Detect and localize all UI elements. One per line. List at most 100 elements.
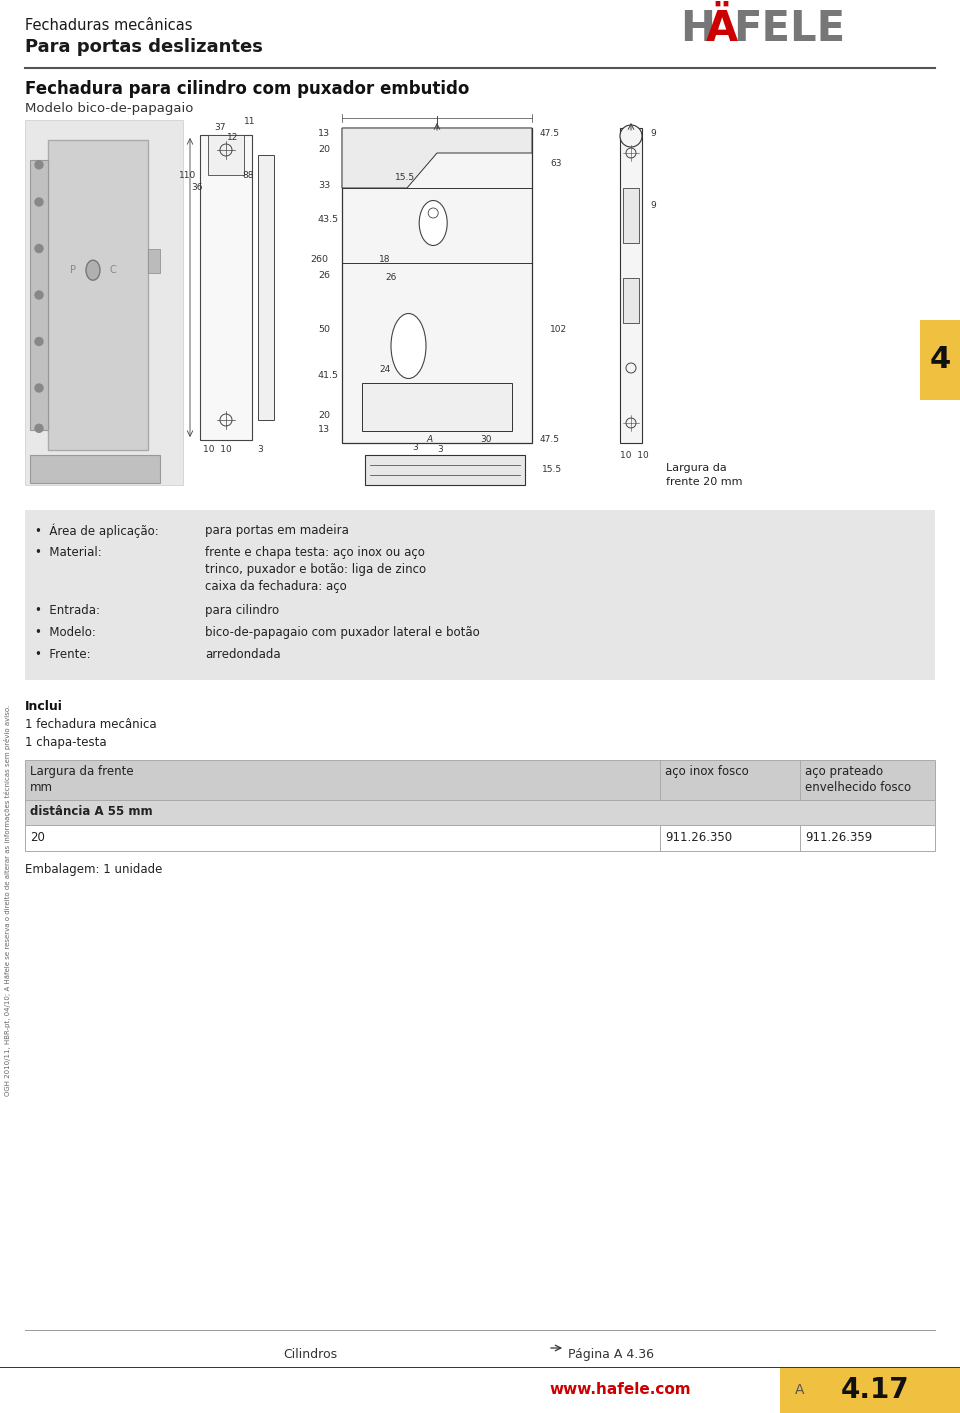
- Text: 26: 26: [385, 274, 396, 283]
- Text: 33: 33: [318, 181, 330, 189]
- Bar: [342, 129, 532, 444]
- Text: 911.26.359: 911.26.359: [805, 831, 873, 844]
- Text: Largura da frente
mm: Largura da frente mm: [30, 764, 133, 794]
- Text: FELE: FELE: [733, 8, 845, 49]
- Text: 24: 24: [379, 366, 391, 374]
- Ellipse shape: [391, 314, 426, 379]
- Text: 30: 30: [480, 435, 492, 445]
- Bar: [25, 760, 935, 800]
- Text: 4: 4: [929, 346, 950, 374]
- Text: aço inox fosco: aço inox fosco: [665, 764, 749, 779]
- Text: Embalagem: 1 unidade: Embalagem: 1 unidade: [25, 863, 162, 876]
- Text: Inclui: Inclui: [25, 699, 62, 714]
- Text: •  Área de aplicação:: • Área de aplicação:: [35, 524, 158, 538]
- Bar: [30, 160, 48, 430]
- Text: 13: 13: [318, 129, 330, 137]
- Text: aço prateado
envelhecido fosco: aço prateado envelhecido fosco: [805, 764, 911, 794]
- Circle shape: [35, 338, 43, 346]
- Text: 18: 18: [379, 256, 391, 264]
- Bar: [48, 140, 148, 449]
- Text: distância A 55 mm: distância A 55 mm: [30, 805, 153, 818]
- Text: frente e chapa testa: aço inox ou aço: frente e chapa testa: aço inox ou aço: [205, 545, 425, 560]
- Circle shape: [35, 198, 43, 206]
- Text: 3: 3: [257, 445, 263, 455]
- Text: H: H: [680, 8, 715, 49]
- Ellipse shape: [620, 124, 642, 147]
- Text: bico-de-papagaio com puxador lateral e botão: bico-de-papagaio com puxador lateral e b…: [205, 626, 480, 639]
- Bar: [920, 319, 960, 400]
- Text: www.hafele.com: www.hafele.com: [549, 1382, 691, 1397]
- Circle shape: [428, 208, 438, 218]
- Text: 43.5: 43.5: [318, 216, 339, 225]
- Text: 15.5: 15.5: [395, 174, 415, 182]
- Text: •  Material:: • Material:: [35, 545, 102, 560]
- Text: 20: 20: [318, 411, 330, 420]
- Text: caixa da fechadura: aço: caixa da fechadura: aço: [205, 579, 347, 593]
- Bar: [623, 188, 639, 243]
- Text: para cilindro: para cilindro: [205, 603, 279, 617]
- Bar: [25, 510, 935, 680]
- Bar: [25, 825, 935, 851]
- Text: 13: 13: [318, 425, 330, 435]
- Text: 41.5: 41.5: [318, 370, 339, 380]
- Text: 12: 12: [228, 133, 239, 141]
- Circle shape: [35, 424, 43, 432]
- Text: 47.5: 47.5: [540, 129, 560, 137]
- Bar: [362, 383, 512, 431]
- Bar: [25, 800, 935, 825]
- Text: Ä: Ä: [706, 8, 738, 49]
- Bar: [148, 249, 160, 273]
- Text: •  Entrada:: • Entrada:: [35, 603, 100, 617]
- Text: 47.5: 47.5: [540, 435, 560, 445]
- Polygon shape: [342, 129, 532, 188]
- Bar: [258, 155, 274, 420]
- Bar: [365, 455, 525, 485]
- Text: 911.26.350: 911.26.350: [665, 831, 732, 844]
- Text: 88: 88: [242, 171, 253, 179]
- Text: OGH 2010/11, HBR-pt, 04/10; A Häfele se reserva o direito de alterar as informaç: OGH 2010/11, HBR-pt, 04/10; A Häfele se …: [5, 704, 12, 1095]
- Text: para portas em madeira: para portas em madeira: [205, 524, 348, 537]
- Text: 110: 110: [180, 171, 197, 179]
- Text: 3: 3: [437, 445, 443, 455]
- Ellipse shape: [86, 260, 100, 280]
- Text: Fechadura para cilindro com puxador embutido: Fechadura para cilindro com puxador embu…: [25, 81, 469, 97]
- Bar: [200, 136, 252, 439]
- Bar: [0, 1368, 780, 1413]
- Text: 9: 9: [650, 201, 656, 209]
- Text: Cilindros: Cilindros: [283, 1348, 337, 1361]
- Text: Página A 4.36: Página A 4.36: [568, 1348, 654, 1361]
- Bar: [780, 1368, 960, 1413]
- Text: arredondada: arredondada: [205, 649, 280, 661]
- Circle shape: [35, 161, 43, 168]
- Text: 11: 11: [244, 117, 255, 127]
- Text: Modelo bico-de-papagaio: Modelo bico-de-papagaio: [25, 102, 193, 114]
- Bar: [208, 136, 244, 175]
- Bar: [620, 129, 642, 444]
- Text: 102: 102: [550, 325, 567, 335]
- Text: 260: 260: [310, 256, 328, 264]
- Text: 10  10: 10 10: [203, 445, 231, 455]
- Ellipse shape: [420, 201, 447, 246]
- Text: C: C: [109, 266, 116, 276]
- Text: 3: 3: [412, 442, 418, 452]
- Text: 10  10: 10 10: [619, 451, 648, 459]
- Text: 37: 37: [214, 123, 226, 131]
- Text: 36: 36: [191, 182, 203, 192]
- Bar: [623, 278, 639, 324]
- Text: 20: 20: [30, 831, 45, 844]
- Text: A: A: [427, 435, 433, 445]
- Text: 50: 50: [318, 325, 330, 335]
- Text: 9: 9: [650, 129, 656, 137]
- Text: P: P: [70, 266, 76, 276]
- Bar: [30, 455, 160, 483]
- Text: trinco, puxador e botão: liga de zinco: trinco, puxador e botão: liga de zinco: [205, 562, 426, 577]
- Text: 63: 63: [550, 158, 562, 168]
- Bar: [25, 120, 183, 485]
- Text: •  Frente:: • Frente:: [35, 649, 90, 661]
- Text: 1 fechadura mecânica: 1 fechadura mecânica: [25, 718, 156, 731]
- Circle shape: [35, 384, 43, 391]
- Circle shape: [35, 244, 43, 253]
- Text: •  Modelo:: • Modelo:: [35, 626, 96, 639]
- Text: Largura da
frente 20 mm: Largura da frente 20 mm: [666, 463, 742, 487]
- Text: A: A: [795, 1383, 804, 1397]
